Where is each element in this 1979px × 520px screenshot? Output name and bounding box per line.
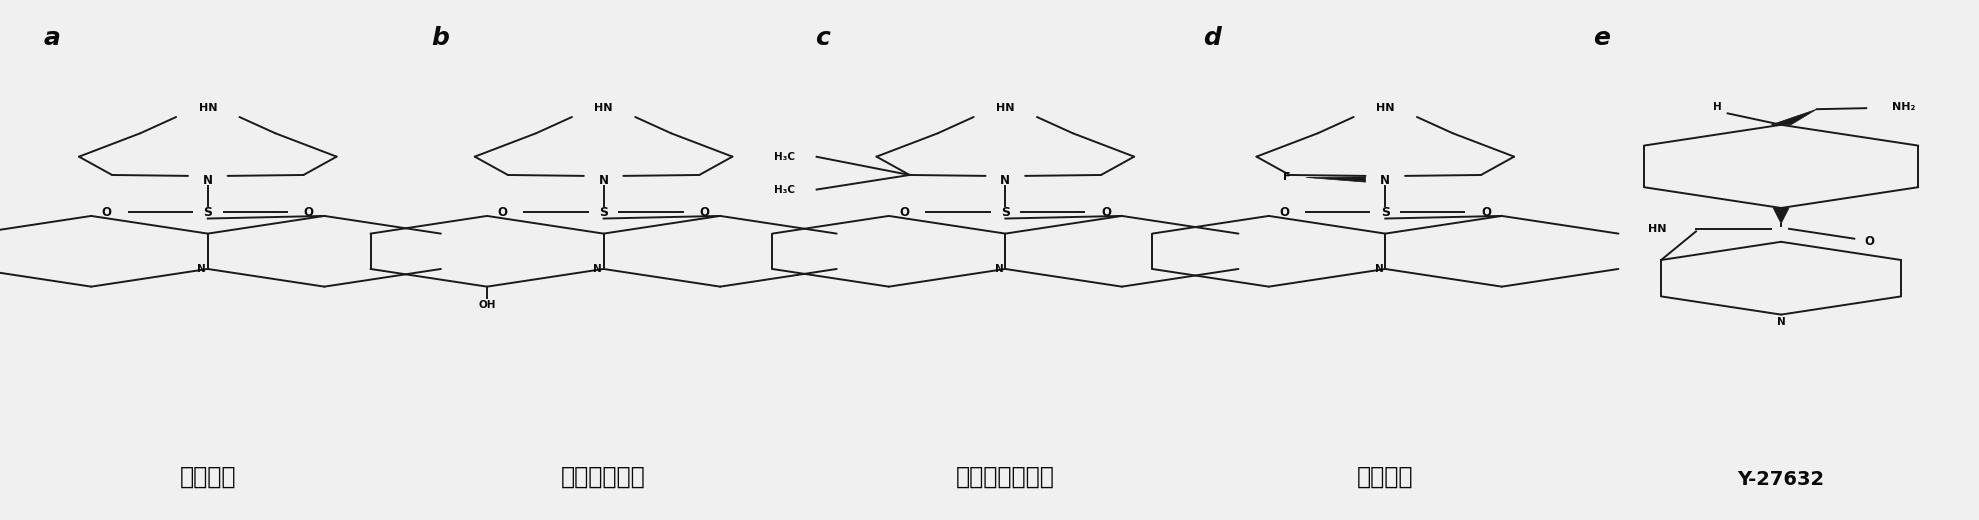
Text: HN: HN — [995, 103, 1015, 113]
Text: H₃C: H₃C — [774, 185, 796, 194]
Text: N: N — [999, 174, 1011, 187]
Polygon shape — [1773, 208, 1789, 224]
Text: O: O — [497, 206, 509, 219]
Text: 法舒地尔: 法舒地尔 — [180, 465, 236, 489]
Text: 瑞舒地尔: 瑞舒地尔 — [1358, 465, 1413, 489]
Text: a: a — [44, 26, 61, 50]
Text: N: N — [995, 264, 1003, 274]
Text: N: N — [594, 264, 602, 274]
Text: N: N — [198, 264, 206, 274]
Text: e: e — [1593, 26, 1611, 50]
Text: N: N — [1379, 174, 1391, 187]
Text: d: d — [1203, 26, 1221, 50]
Polygon shape — [1306, 177, 1366, 182]
Text: O: O — [898, 206, 910, 219]
Text: OH: OH — [479, 300, 497, 310]
Text: F: F — [1282, 173, 1290, 183]
Text: O: O — [1480, 206, 1492, 219]
Text: N: N — [1777, 317, 1785, 327]
Text: H: H — [1714, 102, 1722, 112]
Text: S: S — [1001, 206, 1009, 219]
Text: N: N — [1375, 264, 1383, 274]
Text: 羟基法舒地尔: 羟基法舒地尔 — [562, 465, 645, 489]
Text: O: O — [303, 206, 315, 219]
Text: O: O — [1864, 235, 1874, 249]
Text: H₃C: H₃C — [774, 152, 796, 162]
Text: HN: HN — [1649, 224, 1666, 234]
Text: O: O — [101, 206, 113, 219]
Text: N: N — [202, 174, 214, 187]
Text: O: O — [1278, 206, 1290, 219]
Text: HN: HN — [198, 103, 218, 113]
Text: HN: HN — [1375, 103, 1395, 113]
Text: HN: HN — [594, 103, 613, 113]
Text: NH₂: NH₂ — [1892, 101, 1916, 112]
Text: N: N — [598, 174, 610, 187]
Text: S: S — [204, 206, 212, 219]
Text: S: S — [1381, 206, 1389, 219]
Text: 二甲基法舒地尔: 二甲基法舒地尔 — [956, 465, 1055, 489]
Text: c: c — [815, 26, 831, 50]
Polygon shape — [1771, 109, 1817, 125]
Text: Y-27632: Y-27632 — [1738, 470, 1825, 489]
Text: S: S — [600, 206, 608, 219]
Text: O: O — [699, 206, 710, 219]
Text: b: b — [431, 26, 449, 50]
Text: O: O — [1100, 206, 1112, 219]
